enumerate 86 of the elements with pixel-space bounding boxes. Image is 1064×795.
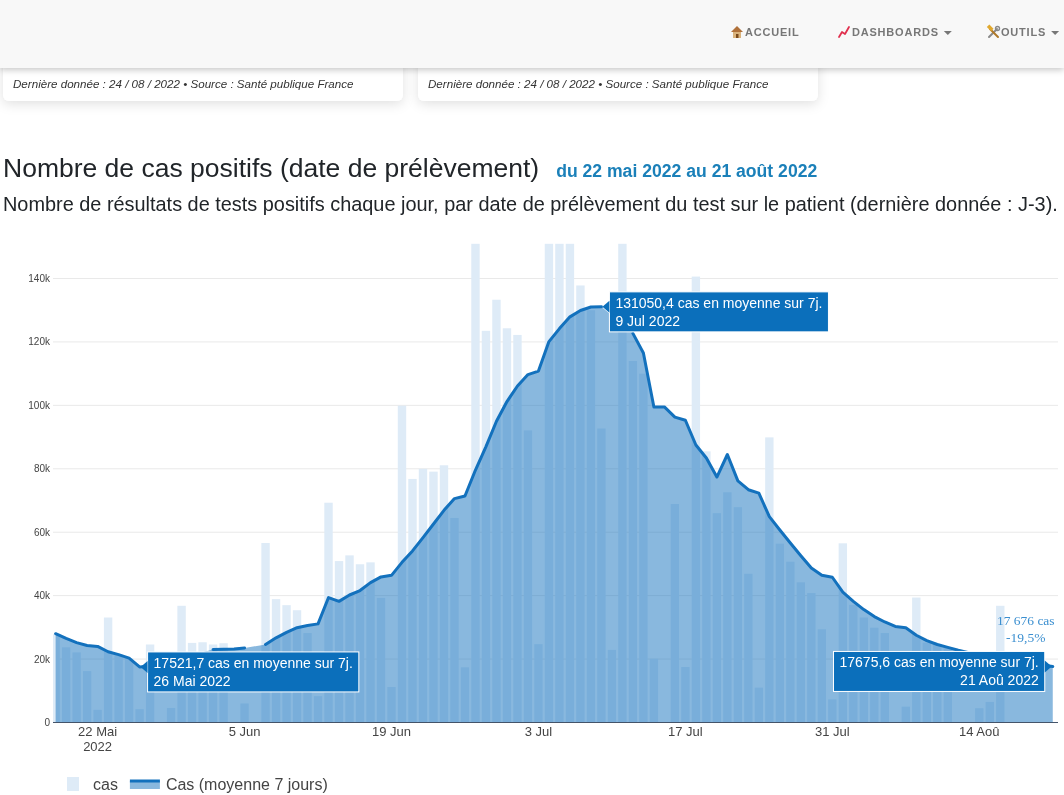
x-tick-label: 31 Jul [814,724,850,739]
text: Nombre de résultats de tests positifs chaque jour, par date de prélèvement du test sur le patient (dernière donnée : J-3). [3,193,1058,215]
bar [450,517,459,723]
bar [366,562,375,723]
bar [523,430,533,723]
y-tick-label: 140k [28,272,51,284]
bar [670,503,680,723]
bar [565,243,575,723]
bar [103,617,113,723]
legend-label: Cas (moyenne 7 jours) [165,776,328,793]
x-tick-label: 3 Jul [524,724,553,739]
legend-label: cas [93,776,118,793]
bar [492,299,501,723]
bar [786,561,795,723]
bar [114,655,123,723]
y-tick-label: 0 [44,717,51,728]
bar [754,687,764,723]
bar [733,507,743,723]
bar [975,708,984,723]
bar [775,543,785,723]
y-tick-label: 120k [28,336,51,348]
bar [397,405,407,723]
bar [471,243,480,723]
bar [82,671,92,723]
x-tick-label: 22 Mai 2022 [78,724,118,754]
bar [702,451,711,723]
text: Dernière donnée : 24 / 08 / 2022 • Source : Santé publique France [428,77,770,90]
bar [166,707,176,723]
bar [513,334,522,723]
x-tick-label: 5 Jun [228,724,261,739]
y-tick-label: 20k [33,653,51,665]
bar [628,360,638,723]
bar [135,709,144,723]
bar [408,478,417,723]
chart-subtitle: du 22 mai 2022 au 21 août 2022 [556,161,818,181]
text: OUTILS [1001,26,1047,38]
y-tick-label: 40k [33,590,51,602]
bar [418,468,428,723]
bar [723,492,732,723]
bar [72,652,81,723]
bar [534,644,543,723]
bar [901,706,910,723]
text: ACCUEIL [745,26,800,38]
annotation: 17 676 cas -19,5% [996,613,1055,646]
bar [828,699,837,723]
bar [387,686,396,723]
bar [544,243,554,723]
bar [429,471,438,723]
bar [240,703,249,723]
bar [649,658,659,723]
y-tick-label: 100k [28,399,51,411]
bar [586,310,596,723]
bar [607,649,617,723]
bar [53,634,60,723]
text: DASHBOARDS [852,26,939,38]
x-tick-label: 19 Jun [371,724,412,739]
bar [93,709,102,723]
y-tick-label: 60k [33,526,51,538]
bar [61,647,71,723]
bar [555,243,564,723]
y-tick-label: 80k [33,463,51,475]
annotation: 131050,4 cas en moyenne sur 7j. 9 Jul 2022 [615,294,823,329]
bar [576,285,585,723]
bar [639,373,648,723]
bar [817,629,827,723]
bar [807,593,816,723]
bar [597,428,606,723]
bar [124,658,134,723]
annotation: 17675,6 cas en moyenne sur 7j. 21 Aoû 2022 [839,654,1039,689]
bar [985,701,994,723]
bar [712,513,722,723]
bar [681,667,690,723]
bar [313,696,323,723]
bar [502,328,512,723]
annotation: 17521,7 cas en moyenne sur 7j. 26 Mai 2022 [153,654,353,689]
chart-title: Nombre de cas positifs (date de prélèvement) [3,153,540,183]
x-tick-label: 14 Aoû [959,724,1000,739]
bar [744,573,753,723]
text: Dernière donnée : 24 / 08 / 2022 • Source : Santé publique France [13,77,355,90]
bar [796,582,806,723]
bar [481,330,491,723]
x-tick-label: 17 Jul [668,724,703,739]
bar [376,597,386,723]
bar [439,465,449,723]
bar [765,437,774,723]
bar [460,667,470,723]
